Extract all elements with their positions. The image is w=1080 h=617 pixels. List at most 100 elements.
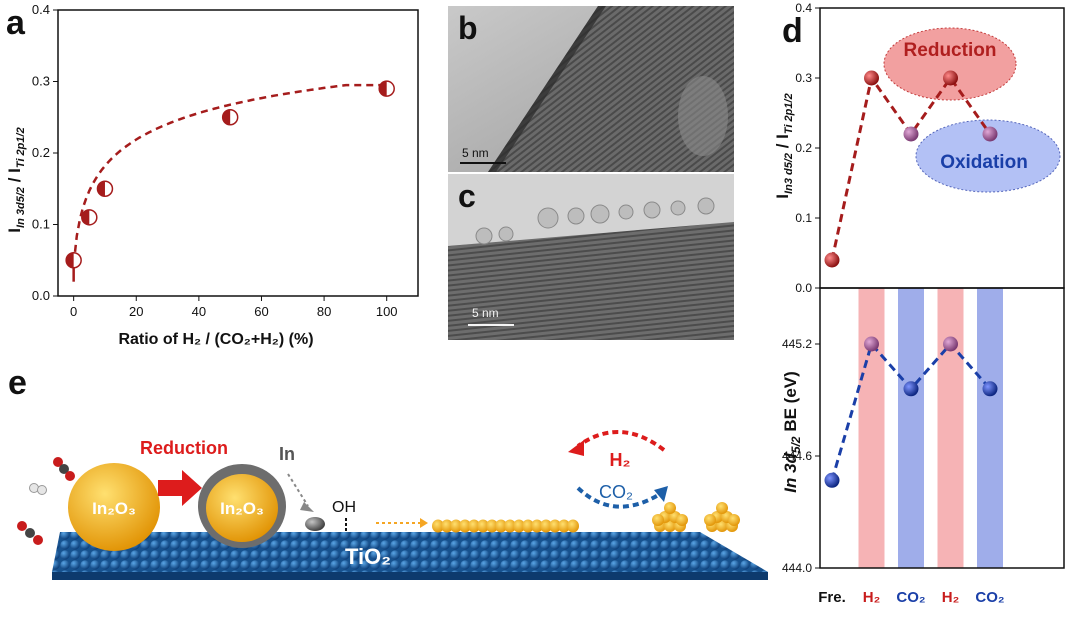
chart-d-top-ytick-label: 0.0 [795,281,812,295]
chart-a-xtick-label: 0 [70,304,77,319]
h2-molecule-icon [29,483,47,495]
gold-cluster-2 [704,502,740,532]
tem-b-scale-label: 5 nm [462,146,489,160]
chart-d-bottom-ytick-label: 444.0 [782,561,812,575]
in2o3-label-1: In₂O₃ [92,499,136,518]
chart-d-top-ylabel-main: I [773,194,792,199]
gold-atom [432,519,444,533]
co2-cycle-arrow [576,486,662,509]
chart-d-bottom-ylabel-sub: 5/2 [789,436,803,453]
panel-label-d: d [782,12,803,50]
gold-atom [558,519,570,533]
chart-d-top-ylabel-sub1: In3 d5/2 [783,153,795,194]
gold-cluster-atom [716,502,728,514]
gold-cluster-1 [652,502,688,532]
h2-arrowhead-icon [568,440,584,456]
chart-d-top-ylabel: IIn3 d5/2 / ITi 2p1/2 [773,93,795,198]
reduction-arrow-icon [158,470,202,506]
chart-a-ytick-label: 0.1 [32,217,50,232]
chart-d-xtick-label: CO₂ [896,589,925,606]
chart-a-xlabel: Ratio of H₂ / (CO₂+H₂) (%) [118,331,313,348]
gold-atom [495,519,507,533]
chart-d-top-point [943,70,958,86]
chart-d-band [977,288,1003,568]
gold-atom [504,519,516,533]
chart-a-point-fill [379,81,387,97]
chart-d-xtick-label: Fre. [818,589,846,606]
chart-d-bottom-line [824,336,998,488]
chart-d-bottom-frame [819,287,1065,569]
gold-atom [450,519,462,533]
chart-d-bottom-point [982,381,998,397]
chart-a-point-fill [81,209,90,225]
chart-a-ytick-label: 0.2 [32,145,50,160]
tem-b-scale-bar [460,162,506,164]
in-label: In [279,444,295,464]
chart-d-top-ylabel-sep: / I [773,134,792,153]
chart-d-top-point [982,126,998,142]
tem-image-c: c 5 nm [448,174,734,340]
in2o3-particle-2 [206,474,278,542]
chart-a-points [65,80,395,269]
reduction-ellipse [883,27,1017,101]
tio2-label: TiO₂ [345,544,391,569]
tio2-slab [52,532,768,572]
co2-molecule-icon-2 [17,521,43,545]
chart-a-xtick-label: 60 [254,304,268,319]
chart-a-point-fill [66,252,74,268]
gold-cluster-atom [652,514,664,526]
chart-d-bottom-point [824,472,840,488]
gold-atom [441,519,453,533]
chart-a-ylabel-sep: / I [5,168,24,187]
chart-d-top-ytick-label: 0.3 [795,71,812,85]
gold-atom [540,519,552,533]
panel-label-e: e [8,364,27,402]
chart-d-band [898,288,924,568]
tio2-slab-edge [52,572,768,580]
scheme-reduction-label: Reduction [140,438,228,458]
in-migration-arrowhead-icon [300,502,314,512]
chart-a-ylabel: IIn 3d5/2 / ITi 2p1/2 [5,127,27,232]
chart-d-bottom-point [943,336,958,352]
tem-b-letter: b [458,10,478,46]
gold-atom [477,519,489,533]
gold-atom [468,519,480,533]
chart-d-bottom-point [864,336,879,352]
chart-a-point-fill [97,181,105,197]
chart-d-oxidation-label: Oxidation [940,152,1028,173]
h2-cycle-arrow [576,429,666,452]
chart-d-xtick-label: CO₂ [975,589,1004,606]
oxidation-ellipse [915,119,1061,193]
chart-a-frame [57,9,419,297]
chart-d-top-ytick-label: 0.1 [795,211,812,225]
chart-d-top-point [824,252,840,268]
chart-a-fit-line [72,83,387,264]
gold-chain [432,519,579,533]
chart-d-top-point [903,126,919,142]
chart-d-top-point [864,70,879,86]
co2-molecule-icon [53,457,75,481]
chart-a-ylabel-sub1: In 3d5/2 [15,187,27,228]
panel-label-a: a [6,4,25,42]
gold-atom [549,519,561,533]
in2o3-label-2: In₂O₃ [220,499,264,518]
chart-d-bottom-ylabel: In 3d5/2 BE (eV) [781,371,803,493]
gold-atom [459,519,471,533]
chart-d-bottom-ylabel-post: BE (eV) [781,371,800,436]
gold-atom [567,519,579,533]
chart-a-xtick-label: 80 [317,304,331,319]
chart-d-band [937,288,964,568]
chart-d-bottom-point [903,381,919,397]
chart-a-ylabel-main: I [5,228,24,233]
chart-d-bottom-ylabel-pre: In 3d [781,452,800,492]
gold-cluster-atom [676,514,688,526]
chart-d-xtick-label: H₂ [942,589,960,606]
gold-cluster-atom [704,514,716,526]
in-migration-arrow [287,473,309,507]
chart-d-top-line [824,70,998,268]
chart-d-xtick-label: H₂ [863,589,881,606]
chart-a-xtick-label: 40 [192,304,206,319]
chart-d-top-ylabel-sub2: Ti 2p1/2 [783,93,795,134]
spread-arrowhead-icon [420,518,428,528]
gold-cluster-atom [664,502,676,514]
